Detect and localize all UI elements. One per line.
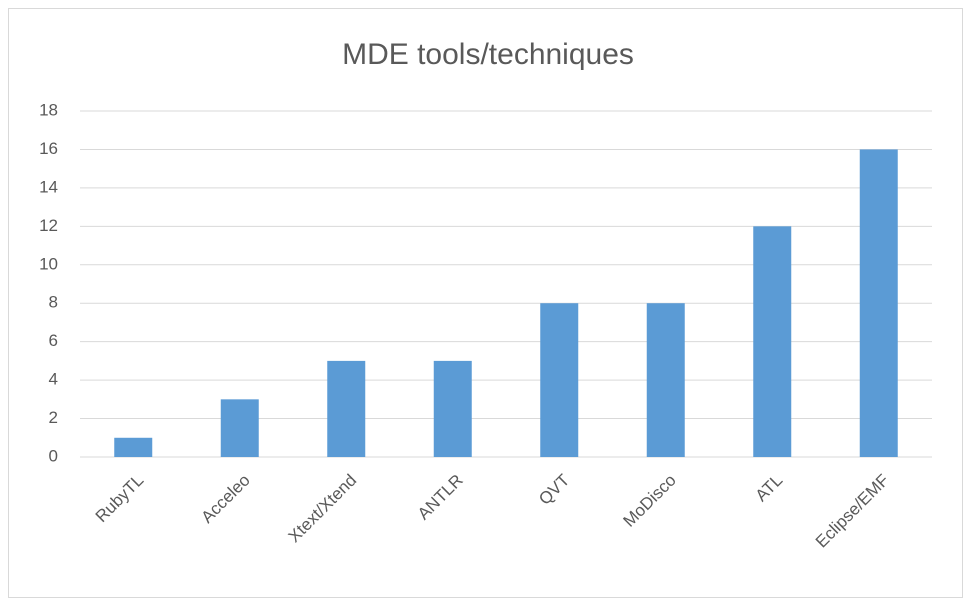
y-tick-label: 2 — [49, 408, 58, 427]
y-tick-label: 16 — [39, 139, 58, 158]
y-tick-label: 8 — [49, 293, 58, 312]
chart-title: MDE tools/techniques — [342, 38, 634, 71]
bar — [646, 303, 685, 457]
y-tick-label: 4 — [49, 370, 58, 389]
bar — [859, 149, 898, 457]
y-tick-label: 18 — [39, 100, 58, 119]
bar — [327, 360, 366, 457]
y-tick-label: 10 — [39, 254, 58, 273]
y-tick-label: 0 — [49, 446, 58, 465]
y-tick-label: 6 — [49, 331, 58, 350]
y-tick-label: 14 — [39, 177, 58, 196]
bar — [114, 437, 153, 457]
bar — [220, 399, 259, 457]
bar — [540, 303, 579, 457]
bar — [433, 360, 472, 457]
bar — [753, 226, 792, 457]
y-tick-label: 12 — [39, 216, 58, 235]
